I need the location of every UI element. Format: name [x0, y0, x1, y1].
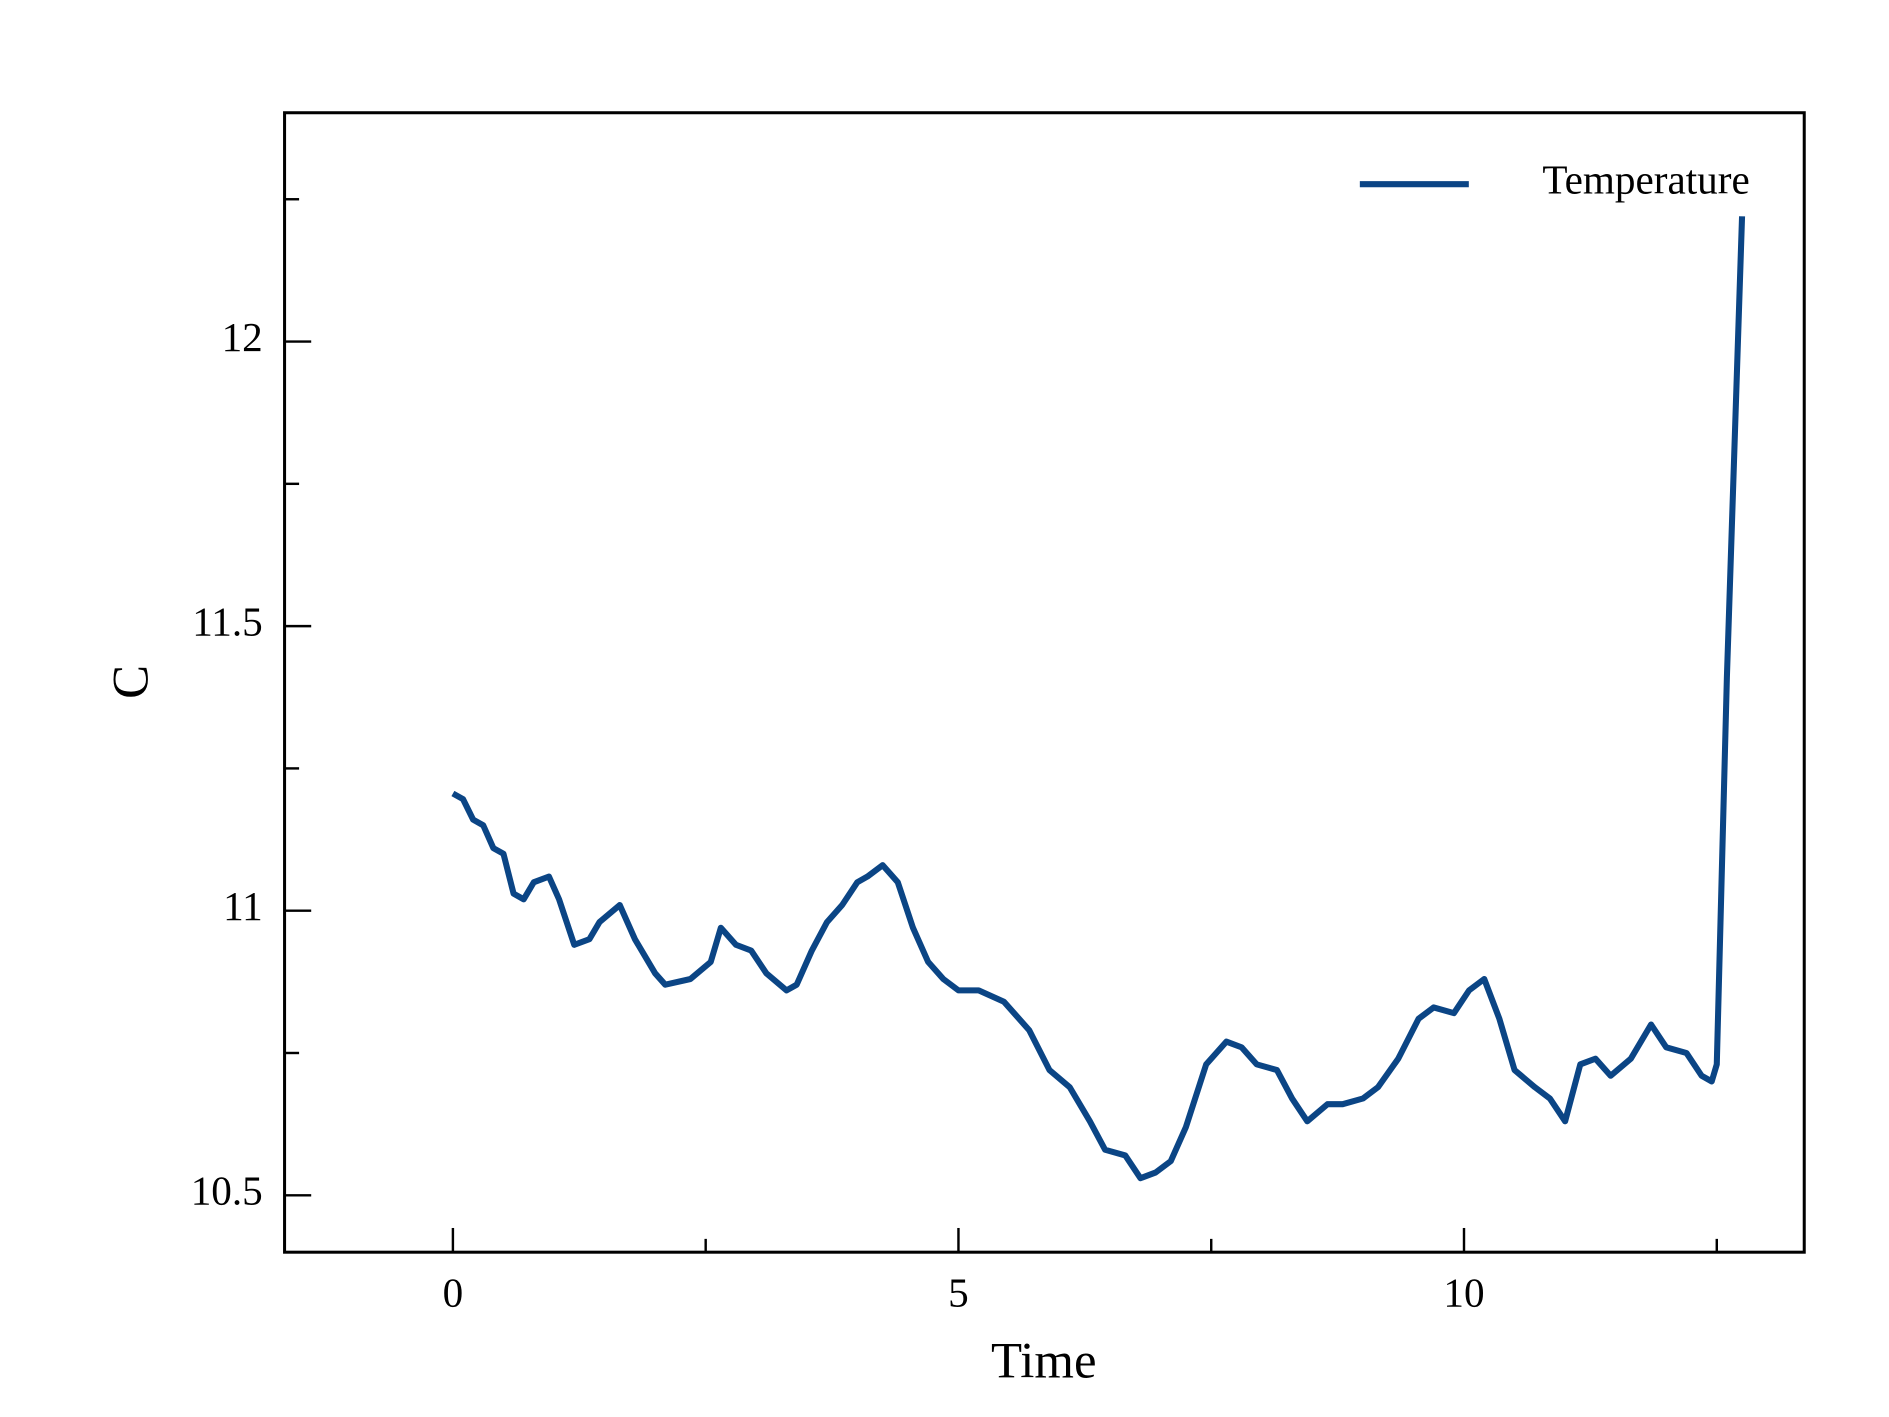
x-tick-label: 10 — [1443, 1269, 1484, 1315]
y-tick-label: 12 — [222, 314, 263, 360]
x-tick-label: 5 — [948, 1269, 969, 1315]
data-line — [451, 216, 1746, 1182]
plot-frame — [283, 111, 1806, 1254]
y-tick-label: 11 — [223, 883, 263, 929]
y-tick-label: 10.5 — [191, 1168, 263, 1214]
y-tick-label: 11.5 — [192, 599, 263, 645]
y-axis-label: C — [102, 665, 158, 699]
x-tick-label: 0 — [443, 1269, 464, 1315]
x-axis-label: Time — [991, 1333, 1097, 1389]
legend-label: Temperature — [1542, 157, 1749, 203]
